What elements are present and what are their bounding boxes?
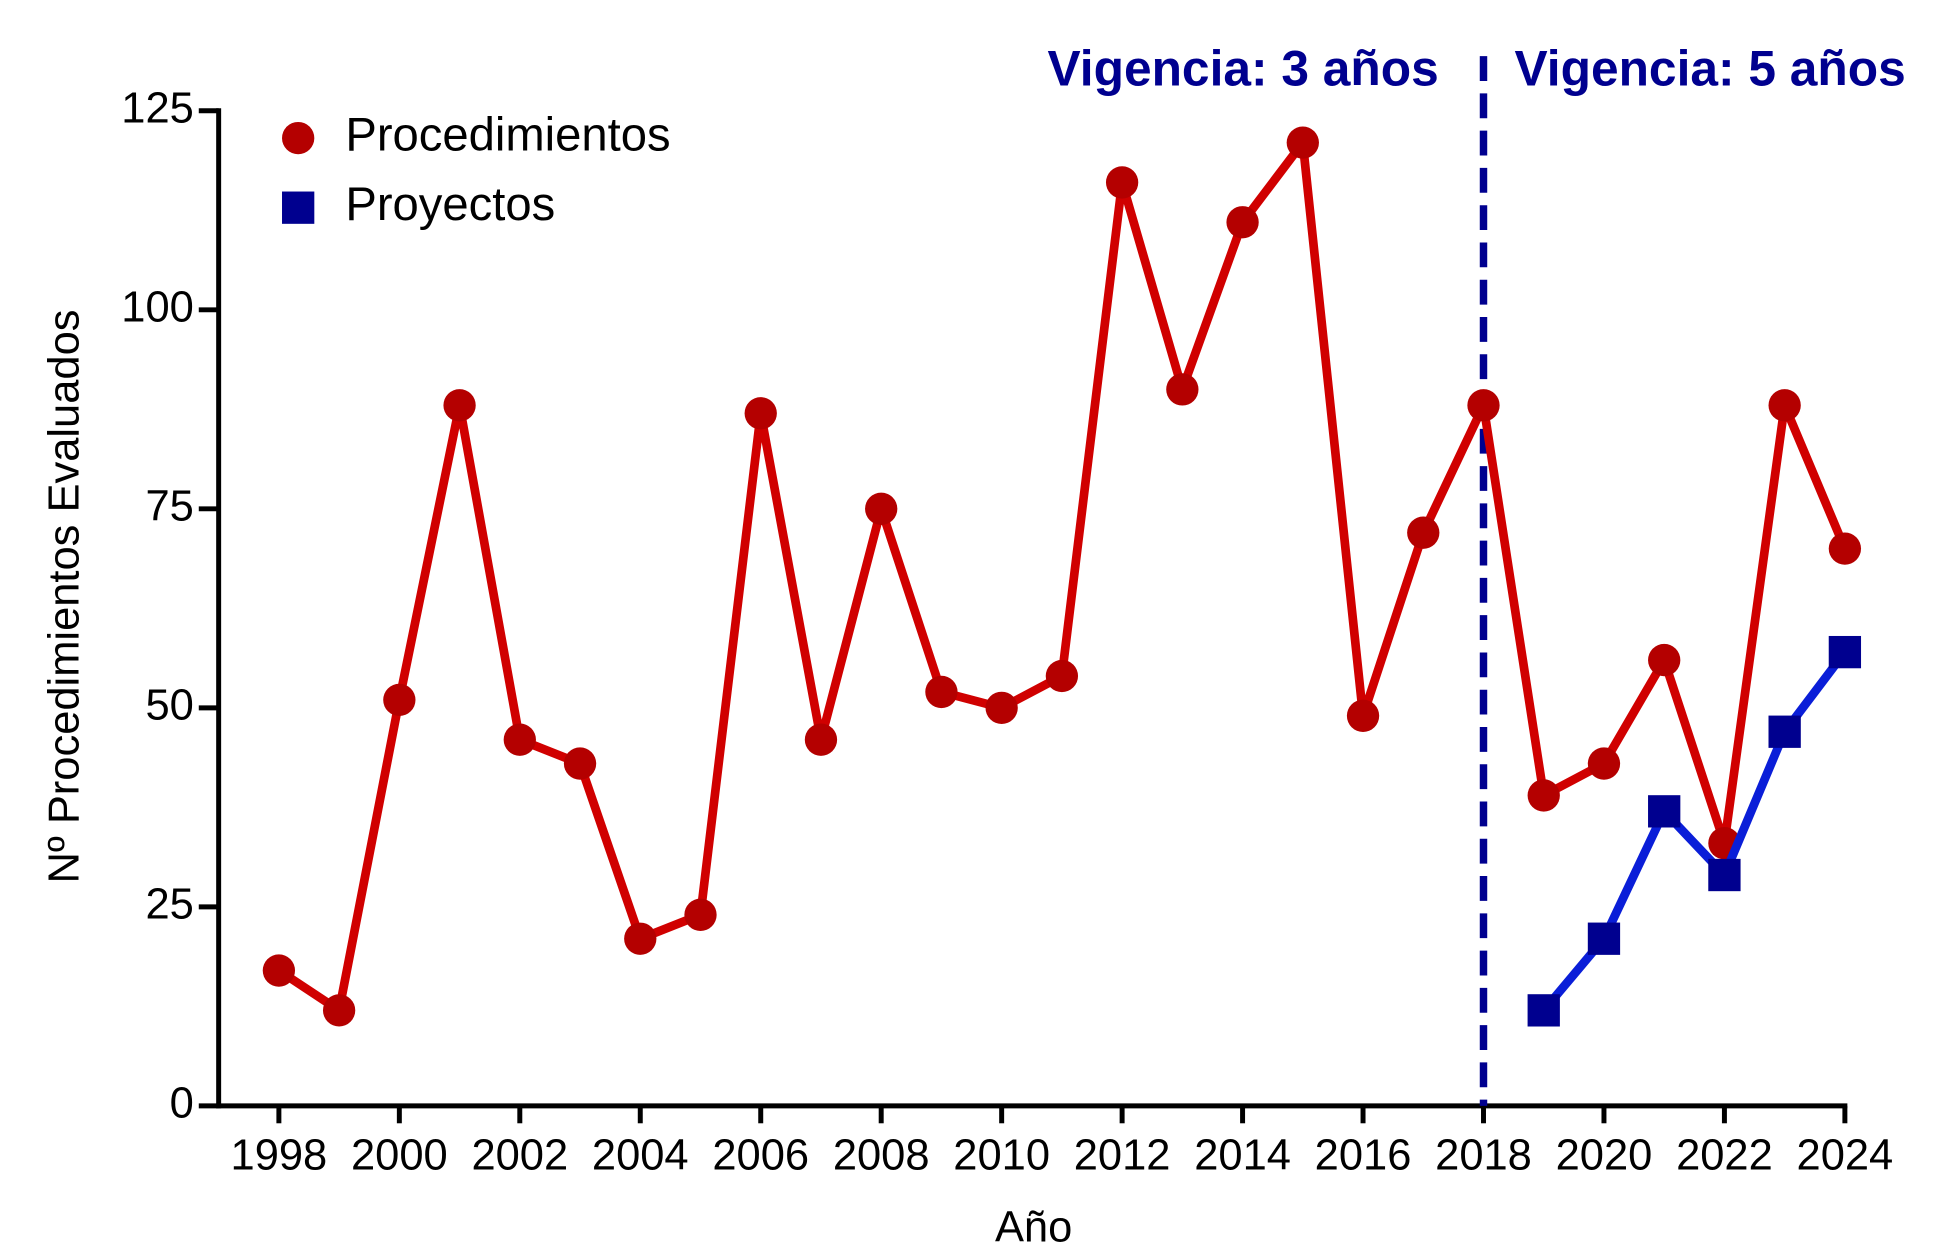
- data-point: [804, 723, 838, 756]
- data-point: [443, 389, 476, 422]
- data-point: [1708, 858, 1741, 892]
- data-point: [1407, 516, 1440, 549]
- x-tick-label: 2000: [351, 1132, 448, 1180]
- data-point: [262, 954, 296, 987]
- data-point: [1045, 659, 1079, 693]
- data-point: [1587, 922, 1621, 955]
- annotation: Vigencia: 3 años: [1048, 40, 1439, 96]
- data-point: [1286, 126, 1319, 159]
- x-tick-label: 2008: [833, 1132, 930, 1180]
- y-tick-label: 75: [145, 482, 193, 530]
- y-tick-label: 50: [145, 681, 193, 729]
- x-axis-label: Año: [995, 1204, 1072, 1244]
- x-tick-label: 2018: [1435, 1132, 1532, 1180]
- x-tick-label: 2010: [953, 1132, 1050, 1180]
- data-point: [1648, 795, 1681, 828]
- x-tick-label: 2006: [712, 1132, 809, 1180]
- data-point: [1527, 994, 1560, 1027]
- y-tick-label: 0: [170, 1079, 194, 1127]
- data-point: [1828, 532, 1862, 565]
- data-point: [865, 492, 898, 525]
- data-point: [1226, 206, 1259, 239]
- legend-label: Procedimientos: [345, 109, 670, 162]
- y-tick-label: 100: [121, 283, 194, 331]
- data-point: [684, 898, 717, 931]
- data-point: [503, 723, 536, 756]
- data-point: [624, 922, 657, 955]
- y-tick-label: 25: [145, 880, 193, 928]
- x-tick-label: 2012: [1074, 1132, 1171, 1180]
- legend-marker: [282, 191, 315, 224]
- x-tick-label: 1998: [231, 1132, 328, 1180]
- data-point: [1768, 389, 1801, 422]
- data-point: [1648, 643, 1681, 677]
- x-tick-label: 2014: [1194, 1132, 1291, 1180]
- series-line: [1540, 649, 1849, 1014]
- x-tick-label: 2016: [1315, 1132, 1412, 1180]
- data-point: [383, 683, 416, 717]
- data-point: [1346, 699, 1380, 732]
- data-point: [1166, 373, 1199, 406]
- x-tick-label: 2024: [1797, 1132, 1894, 1180]
- y-axis-label: Nº Procedimientos Evaluados: [41, 310, 89, 884]
- data-point: [1828, 635, 1862, 669]
- data-point: [744, 397, 777, 430]
- data-point: [1467, 389, 1500, 422]
- data-point: [1527, 779, 1560, 812]
- data-point: [925, 675, 958, 709]
- data-point: [1768, 715, 1801, 748]
- legend-marker: [282, 121, 315, 155]
- data-point: [1587, 747, 1621, 780]
- annotation: Vigencia: 5 años: [1515, 40, 1906, 96]
- series-line: [276, 138, 1849, 1015]
- data-point: [563, 747, 597, 780]
- x-tick-label: 2020: [1556, 1132, 1653, 1180]
- data-point: [1105, 166, 1139, 199]
- x-tick-label: 2022: [1676, 1132, 1773, 1180]
- x-tick-label: 2002: [471, 1132, 568, 1180]
- legend-label: Proyectos: [345, 178, 555, 231]
- data-point: [322, 994, 356, 1027]
- y-tick-label: 125: [121, 84, 194, 132]
- x-tick-label: 2004: [592, 1132, 689, 1180]
- data-point: [985, 691, 1018, 724]
